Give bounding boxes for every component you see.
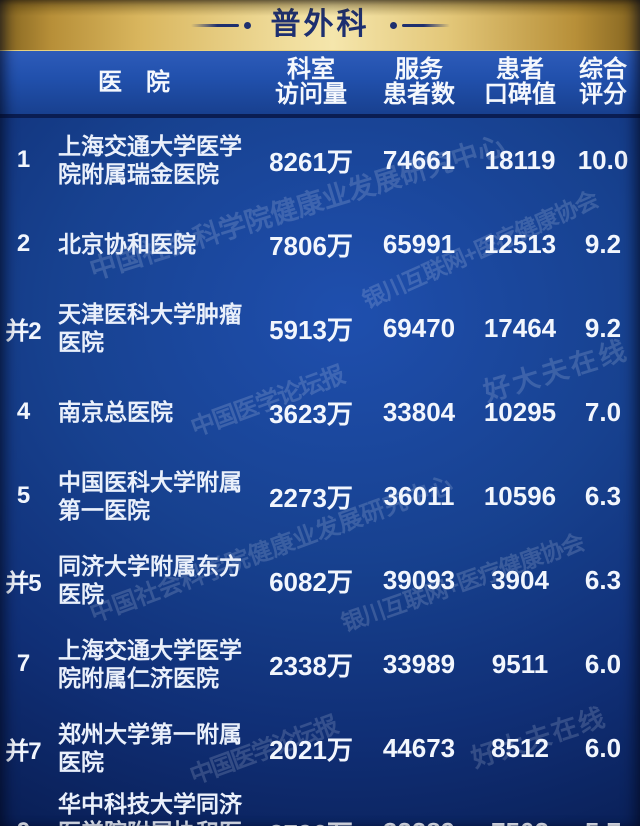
hospital-name-cell: 上海交通大学医学院附属仁济医院 — [58, 637, 242, 691]
visits-cell: 2796万 — [258, 814, 364, 826]
title-deco-left — [190, 21, 251, 29]
column-header-hospital: 医 院 — [98, 68, 170, 96]
visits-cell: 6082万 — [269, 566, 353, 597]
hospital-name-cell: 南京总医院 — [58, 399, 173, 425]
hospital-name-cell: 北京协和医院 — [58, 231, 196, 257]
hospital-name-cell: 华中科技大学同济医学院附属协和医院 — [58, 791, 242, 826]
table-body: 1 上海交通大学医学院附属瑞金医院 8261万 74661 18119 10.0… — [0, 118, 640, 826]
rank-cell: 2 — [16, 230, 30, 257]
patients-cell: 36011 — [383, 480, 455, 511]
score-cell: 5.7 — [566, 817, 640, 826]
patients-cell: 32289 — [364, 817, 474, 826]
score-cell: 9.2 — [584, 228, 622, 259]
patients-cell: 65991 — [382, 228, 456, 259]
rank-cell: 1 — [16, 146, 30, 173]
deco-line-icon — [401, 23, 450, 27]
hospital-name-cell: 中国医科大学附属第一医院 — [58, 469, 242, 523]
table-row: 并2 天津医科大学肿瘤医院 5913万 69470 17464 9.2 — [0, 286, 640, 370]
patients-cell: 74661 — [382, 144, 456, 175]
column-header-reputation: 患者 口碑值 — [484, 56, 556, 108]
table-row: 并5 同济大学附属东方医院 6082万 39093 3904 6.3 — [0, 538, 640, 622]
reputation-cell: 18119 — [484, 144, 556, 175]
rank-cell: 并2 — [5, 317, 41, 345]
patients-cell: 69470 — [382, 312, 456, 343]
rank-cell: 并5 — [5, 569, 41, 597]
hospital-name-cell: 同济大学附属东方医院 — [58, 553, 242, 607]
rank-cell: 并7 — [5, 737, 41, 765]
patients-cell: 33804 — [382, 396, 456, 427]
deco-line-icon — [190, 23, 239, 27]
reputation-cell: 3904 — [491, 564, 549, 595]
visits-cell: 2338万 — [269, 650, 353, 681]
hospital-name-cell: 郑州大学第一附属医院 — [58, 721, 242, 775]
hospital-name-cell: 上海交通大学医学院附属瑞金医院 — [58, 133, 242, 187]
score-cell: 10.0 — [577, 144, 629, 175]
patients-cell: 39093 — [382, 564, 456, 595]
score-cell: 9.2 — [584, 312, 622, 343]
visits-cell: 8261万 — [269, 146, 353, 177]
rank-cell: 9 — [0, 818, 46, 826]
rank-cell: 5 — [16, 482, 30, 509]
column-header-score: 综合 评分 — [579, 56, 627, 108]
reputation-cell: 17464 — [483, 312, 557, 343]
table-row: 9 华中科技大学同济医学院附属协和医院 2796万 32289 7502 5.7 — [0, 790, 640, 826]
reputation-cell: 8512 — [491, 732, 549, 763]
page-title: 普外科 — [270, 8, 370, 41]
patients-cell: 33989 — [382, 648, 456, 679]
hospital-name-cell: 天津医科大学肿瘤医院 — [58, 301, 242, 355]
column-header-patients: 服务 患者数 — [383, 56, 455, 108]
table-row: 4 南京总医院 3623万 33804 10295 7.0 — [0, 370, 640, 454]
reputation-cell: 7502 — [474, 817, 566, 826]
title-banner: 普外科 — [0, 0, 640, 50]
deco-dot-icon — [389, 21, 397, 29]
table-row: 并7 郑州大学第一附属医院 2021万 44673 8512 6.0 — [0, 706, 640, 790]
table-row: 7 上海交通大学医学院附属仁济医院 2338万 33989 9511 6.0 — [0, 622, 640, 706]
column-header-visits: 科室 访问量 — [275, 56, 347, 108]
reputation-cell: 10295 — [483, 396, 557, 427]
rank-cell: 7 — [16, 650, 30, 677]
table-row: 1 上海交通大学医学院附属瑞金医院 8261万 74661 18119 10.0 — [0, 118, 640, 202]
visits-cell: 3623万 — [269, 398, 353, 429]
score-cell: 6.0 — [584, 648, 622, 679]
score-cell: 6.0 — [584, 732, 622, 763]
score-cell: 6.3 — [584, 480, 622, 511]
table-header: 医 院 科室 访问量 服务 患者数 患者 口碑值 综合 评分 — [0, 50, 640, 118]
reputation-cell: 9511 — [491, 648, 549, 679]
visits-cell: 2021万 — [269, 734, 353, 765]
visits-cell: 5913万 — [269, 314, 353, 345]
rank-cell: 4 — [16, 398, 30, 425]
patients-cell: 44673 — [382, 732, 456, 763]
score-cell: 6.3 — [584, 564, 622, 595]
score-cell: 7.0 — [584, 396, 622, 427]
visits-cell: 2273万 — [269, 482, 353, 513]
table-row: 2 北京协和医院 7806万 65991 12513 9.2 — [0, 202, 640, 286]
table-row: 5 中国医科大学附属第一医院 2273万 36011 10596 6.3 — [0, 454, 640, 538]
deco-dot-icon — [243, 21, 251, 29]
title-deco-right — [389, 21, 450, 29]
reputation-cell: 10596 — [483, 480, 557, 511]
reputation-cell: 12513 — [483, 228, 557, 259]
visits-cell: 7806万 — [269, 230, 353, 261]
